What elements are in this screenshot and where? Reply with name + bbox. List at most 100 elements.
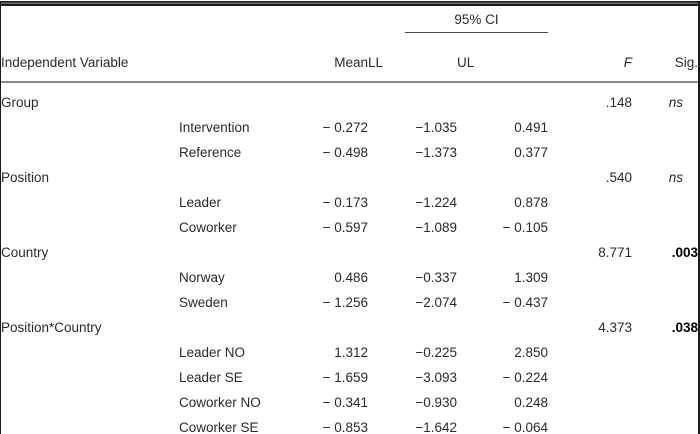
row-ul: − 0.064 bbox=[502, 420, 548, 434]
row-level: Intervention bbox=[179, 120, 250, 135]
row-mean: 1.312 bbox=[334, 345, 368, 360]
header-ul: UL bbox=[457, 33, 548, 83]
row-mean bbox=[281, 315, 368, 340]
table-row-intervention: Intervention − 0.272 −1.035 0.491 bbox=[1, 115, 698, 140]
row-ll bbox=[368, 315, 457, 340]
table-header: 95% CI Independent Variable Mean LL UL F… bbox=[1, 6, 698, 83]
row-ll: −1.089 bbox=[415, 220, 457, 235]
row-sig bbox=[632, 265, 698, 290]
row-ll bbox=[368, 240, 457, 265]
row-ul: 2.850 bbox=[514, 345, 548, 360]
row-sig bbox=[632, 390, 698, 415]
header-independent-variable: Independent Variable bbox=[1, 33, 281, 83]
row-sig bbox=[632, 415, 698, 434]
row-ul: 0.491 bbox=[514, 120, 548, 135]
row-ul: 0.878 bbox=[514, 195, 548, 210]
row-ul: − 0.437 bbox=[502, 295, 548, 310]
row-mean: − 0.597 bbox=[322, 220, 368, 235]
table-row-group: Group .148 ns bbox=[1, 82, 698, 115]
row-mean bbox=[281, 82, 368, 115]
spanner-spacer bbox=[548, 6, 698, 33]
table-row-leader-se: Leader SE − 1.659 −3.093 − 0.224 bbox=[1, 365, 698, 390]
row-ll bbox=[368, 165, 457, 190]
row-sig: ns bbox=[668, 170, 683, 185]
row-sig: ns bbox=[668, 95, 683, 110]
header-significance: Sig. bbox=[632, 33, 698, 83]
row-f bbox=[548, 115, 632, 140]
table-row-norway: Norway 0.486 −0.337 1.309 bbox=[1, 265, 698, 290]
row-sig: .003 bbox=[671, 245, 698, 260]
row-level bbox=[179, 82, 281, 115]
table-row-reference: Reference − 0.498 −1.373 0.377 bbox=[1, 140, 698, 165]
row-ll: −0.930 bbox=[415, 395, 457, 410]
row-ul: 0.248 bbox=[514, 395, 548, 410]
table-top-rule bbox=[1, 1, 698, 6]
row-f bbox=[548, 215, 632, 240]
row-variable bbox=[1, 215, 179, 240]
row-mean: − 1.659 bbox=[322, 370, 368, 385]
row-variable bbox=[1, 340, 179, 365]
ci-spanner-label: 95% CI bbox=[405, 12, 548, 33]
row-ll: −1.035 bbox=[415, 120, 457, 135]
header-f-statistic: F bbox=[548, 33, 632, 83]
row-level bbox=[179, 240, 281, 265]
row-f bbox=[548, 190, 632, 215]
row-sig bbox=[632, 290, 698, 315]
row-variable bbox=[1, 415, 179, 434]
row-level: Coworker bbox=[179, 220, 237, 235]
row-mean: − 0.498 bbox=[322, 145, 368, 160]
row-f bbox=[548, 390, 632, 415]
table-body: Group .148 ns Intervention − 0.272 −1.03… bbox=[1, 82, 698, 434]
row-variable: Country bbox=[1, 245, 49, 260]
row-ll: −1.224 bbox=[415, 195, 457, 210]
row-level bbox=[179, 165, 281, 190]
table-row-coworker-no: Coworker NO − 0.341 −0.930 0.248 bbox=[1, 390, 698, 415]
row-level: Coworker SE bbox=[179, 420, 259, 434]
row-sig bbox=[632, 365, 698, 390]
row-mean: − 1.256 bbox=[322, 295, 368, 310]
row-f bbox=[548, 265, 632, 290]
row-sig: .038 bbox=[671, 320, 698, 335]
row-level: Leader bbox=[179, 195, 222, 210]
row-f: .148 bbox=[605, 95, 632, 110]
row-level bbox=[179, 315, 281, 340]
row-level: Norway bbox=[179, 270, 225, 285]
row-mean: 0.486 bbox=[334, 270, 368, 285]
row-ll: −1.373 bbox=[415, 145, 457, 160]
spanner-spacer bbox=[1, 6, 368, 33]
header-ll: LL bbox=[368, 33, 457, 83]
table-row-position: Position .540 ns bbox=[1, 165, 698, 190]
anova-results-table: 95% CI Independent Variable Mean LL UL F… bbox=[1, 6, 698, 434]
ci-spanner-row: 95% CI bbox=[1, 6, 698, 33]
row-ll: −0.337 bbox=[415, 270, 457, 285]
row-mean: − 0.853 bbox=[322, 420, 368, 434]
row-level: Coworker NO bbox=[179, 395, 261, 410]
row-mean: − 0.341 bbox=[322, 395, 368, 410]
row-sig bbox=[632, 190, 698, 215]
row-ul bbox=[457, 315, 548, 340]
row-mean: − 0.173 bbox=[322, 195, 368, 210]
row-mean: − 0.272 bbox=[322, 120, 368, 135]
row-mean bbox=[281, 165, 368, 190]
row-ul: 1.309 bbox=[514, 270, 548, 285]
row-sig bbox=[632, 215, 698, 240]
row-variable: Group bbox=[1, 95, 39, 110]
row-variable bbox=[1, 290, 179, 315]
row-ul: 0.377 bbox=[514, 145, 548, 160]
row-variable: Position*Country bbox=[1, 320, 102, 335]
row-ll: −3.093 bbox=[415, 370, 457, 385]
table-row-leader: Leader − 0.173 −1.224 0.878 bbox=[1, 190, 698, 215]
row-f bbox=[548, 415, 632, 434]
row-sig bbox=[632, 115, 698, 140]
row-variable bbox=[1, 390, 179, 415]
row-variable: Position bbox=[1, 170, 50, 185]
row-f bbox=[548, 340, 632, 365]
row-ll: −2.074 bbox=[415, 295, 457, 310]
row-level: Leader NO bbox=[179, 345, 246, 360]
row-ll: −1.642 bbox=[415, 420, 457, 434]
row-sig bbox=[632, 140, 698, 165]
row-variable bbox=[1, 115, 179, 140]
row-sig bbox=[632, 340, 698, 365]
